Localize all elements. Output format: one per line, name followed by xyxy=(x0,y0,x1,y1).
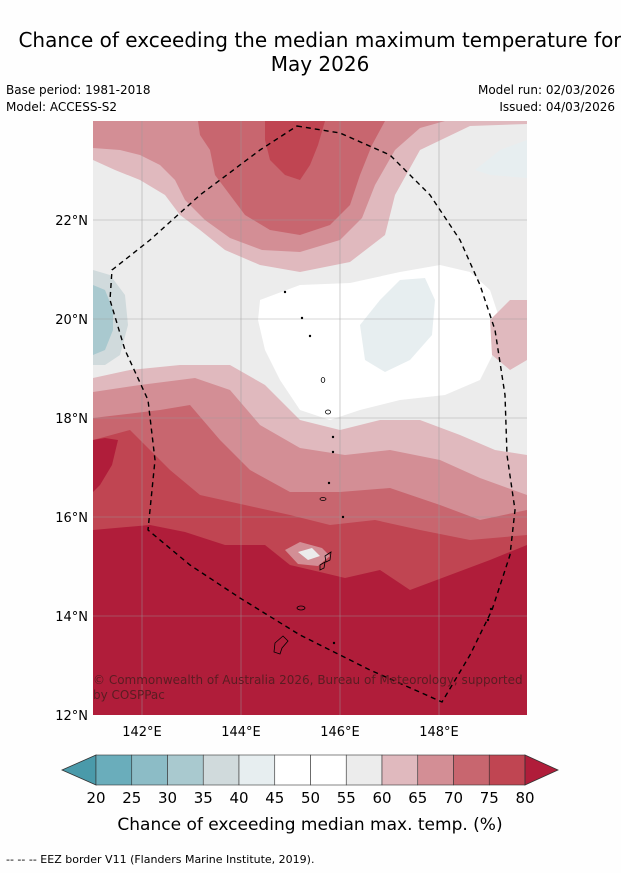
issued-text: Issued: 04/03/2026 xyxy=(499,100,615,114)
colorbar-swatch-25 xyxy=(131,754,168,786)
graticule xyxy=(93,121,527,715)
lon-label-146: 146°E xyxy=(320,725,360,740)
colorbar-extend-high xyxy=(524,754,559,786)
lat-label-14: 14°N xyxy=(55,610,88,625)
lon-label-144: 144°E xyxy=(221,725,261,740)
copyright-line2: by COSPPac xyxy=(93,688,165,702)
eez-legend-footnote: -- -- -- EEZ border V11 (Flanders Marine… xyxy=(6,853,315,866)
contour-west-35 xyxy=(93,285,113,355)
colorbar-tick-45: 45 xyxy=(265,789,284,807)
lat-label-12: 12°N xyxy=(55,709,88,724)
colorbar-extend-low xyxy=(61,754,97,786)
colorbar-swatch-70 xyxy=(453,754,490,786)
colorbar-tick-30: 30 xyxy=(158,789,177,807)
colorbar-swatch-40 xyxy=(238,754,276,786)
colorbar-tick-65: 65 xyxy=(408,789,427,807)
colorbar-swatch-50 xyxy=(310,754,347,786)
eez-border xyxy=(109,125,516,703)
lat-label-20: 20°N xyxy=(55,313,88,328)
model-run-text: Model run: 02/03/2026 xyxy=(477,83,615,97)
colorbar-tick-20: 20 xyxy=(86,789,105,807)
guam-island xyxy=(273,635,289,655)
colorbar-swatch-20 xyxy=(95,754,133,786)
lat-label-22: 22°N xyxy=(55,214,88,229)
colorbar-tick-80: 80 xyxy=(515,789,534,807)
lat-axis: 22°N 20°N 18°N 16°N 14°N 12°N xyxy=(55,214,88,724)
contour-west-80 xyxy=(93,438,118,492)
copyright-line1: © Commonwealth of Australia 2026, Bureau… xyxy=(93,673,523,687)
colorbar-tick-75: 75 xyxy=(480,789,499,807)
colorbar-tick-60: 60 xyxy=(372,789,391,807)
map-title-line1: Chance of exceeding the median maximum t… xyxy=(18,28,621,52)
contour-northeast-45 xyxy=(475,140,527,178)
colorbar-label: Chance of exceeding median max. temp. (%… xyxy=(117,815,502,835)
colorbar-swatch-60 xyxy=(381,754,419,786)
pagan-island xyxy=(325,409,331,415)
anatahan-island xyxy=(319,497,327,501)
contour-center-45 xyxy=(360,278,435,372)
rota-island xyxy=(296,605,306,611)
contour-northwest-65 xyxy=(93,121,140,132)
contour-east-60 xyxy=(490,300,527,370)
tinian-island xyxy=(319,561,326,571)
lon-label-142: 142°E xyxy=(122,725,162,740)
colorbar-tick-40: 40 xyxy=(229,789,248,807)
colorbar-tick-25: 25 xyxy=(122,789,141,807)
map-title-line2: May 2026 xyxy=(270,52,370,76)
contour-guam-55 xyxy=(298,548,320,560)
base-period-text: Base period: 1981-2018 xyxy=(6,83,151,97)
colorbar-swatch-65 xyxy=(417,754,454,786)
lat-label-18: 18°N xyxy=(55,412,88,427)
agrihan-island xyxy=(320,377,326,383)
colorbar-swatch-55 xyxy=(345,754,383,786)
islands xyxy=(273,290,493,655)
colorbar-swatch-35 xyxy=(202,754,240,786)
colorbar: 20 25 30 35 40 45 50 55 60 65 70 75 80 xyxy=(61,754,559,807)
colorbar-swatch-75 xyxy=(488,754,526,786)
map-title: Chance of exceeding the median maximum t… xyxy=(0,28,621,76)
lon-axis: 142°E 144°E 146°E 148°E xyxy=(122,725,459,740)
lon-label-148: 148°E xyxy=(419,725,459,740)
model-text: Model: ACCESS-S2 xyxy=(6,100,118,114)
colorbar-swatch-45 xyxy=(274,754,311,786)
colorbar-tick-35: 35 xyxy=(194,789,213,807)
map-area: © Commonwealth of Australia 2026, Bureau… xyxy=(93,121,527,715)
lat-label-16: 16°N xyxy=(55,511,88,526)
contour-north-75 xyxy=(265,121,325,180)
colorbar-tick-50: 50 xyxy=(301,789,320,807)
contour-north-70 xyxy=(198,121,385,235)
colorbar-tick-55: 55 xyxy=(337,789,356,807)
colorbar-tick-70: 70 xyxy=(444,789,463,807)
saipan-island xyxy=(324,551,332,563)
contour-south-80 xyxy=(93,525,527,715)
colorbar-swatch-30 xyxy=(167,754,204,786)
